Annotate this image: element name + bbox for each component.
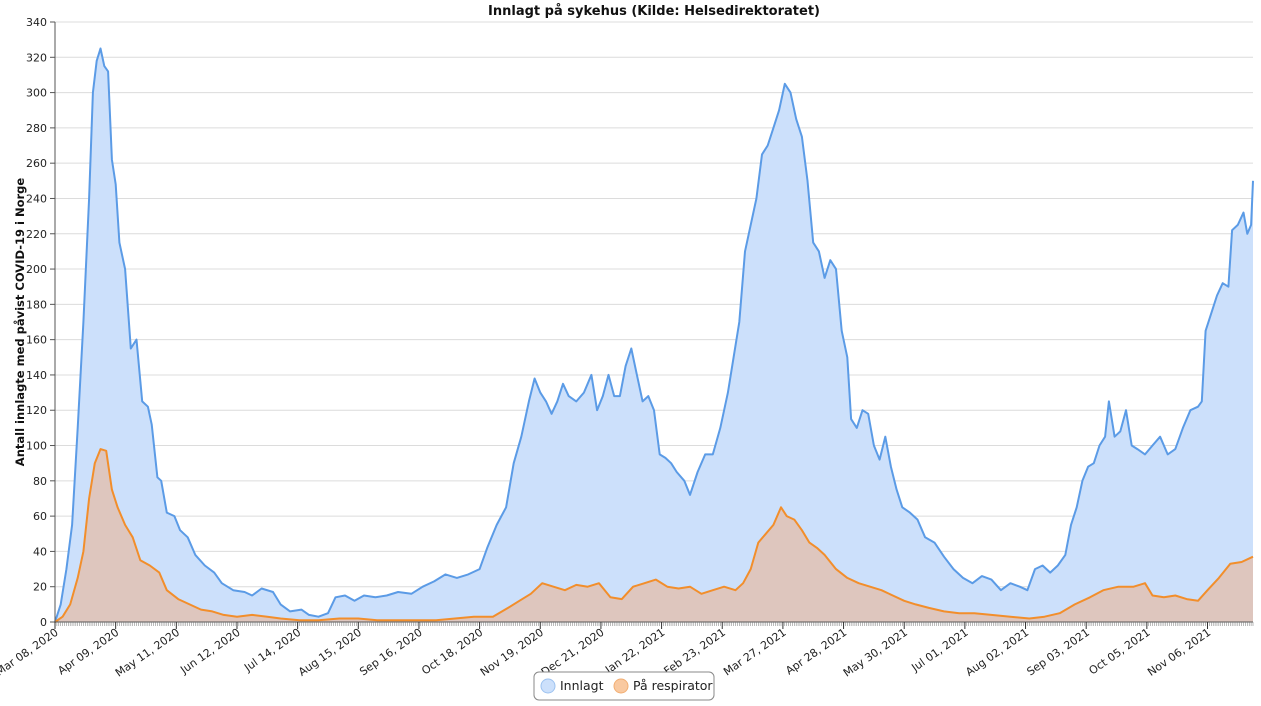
legend-label-innlagt: Innlagt (560, 678, 604, 693)
y-tick-label: 100 (26, 440, 47, 453)
y-tick-label: 300 (26, 87, 47, 100)
x-tick-label: Apr 09, 2020 (55, 626, 121, 678)
y-axis-label: Antall innlagte med påvist COVID-19 i No… (13, 178, 27, 467)
legend-swatch-innlagt (540, 678, 556, 694)
x-tick-label: May 30, 2021 (841, 626, 910, 680)
x-tick-label: Dec 21, 2020 (539, 626, 607, 679)
x-tick-label: Apr 28, 2021 (783, 626, 849, 678)
x-tick-label: Aug 15, 2020 (296, 626, 364, 679)
x-tick-label: Nov 06, 2021 (1145, 626, 1213, 679)
y-tick-label: 20 (33, 581, 47, 594)
y-tick-label: 200 (26, 263, 47, 276)
y-tick-label: 220 (26, 228, 47, 241)
legend-item-innlagt[interactable]: Innlagt (540, 678, 604, 694)
y-axis-ticks: 0 20 40 60 80 100 120 140 160 180 200 220 240 260 280 3… (26, 16, 55, 629)
legend-item-respirator[interactable]: På respirator (613, 678, 713, 694)
series-line-1 (54, 448, 1254, 623)
x-tick-label: May 11, 2020 (113, 626, 182, 680)
y-tick-label: 60 (33, 510, 47, 523)
y-tick-label: 240 (26, 192, 47, 205)
chart-title: Innlagt på sykehus (Kilde: Helsedirektor… (488, 4, 820, 19)
y-tick-label: 0 (40, 616, 47, 629)
y-tick-label: 320 (26, 51, 47, 64)
x-tick-label: Sep 03, 2021 (1024, 626, 1091, 679)
series-area-1 (55, 449, 1253, 622)
x-tick-label: Mar 08, 2020 (0, 626, 61, 679)
series-areas (55, 48, 1253, 622)
y-tick-label: 140 (26, 369, 47, 382)
legend-label-respirator: På respirator (633, 678, 713, 693)
y-tick-label: 160 (26, 334, 47, 347)
x-tick-label: Jan 22, 2021 (602, 626, 667, 677)
x-tick-label: Oct 18, 2020 (419, 626, 485, 678)
x-tick-label: Sep 16, 2020 (357, 626, 424, 679)
x-tick-label: Jun 12, 2020 (177, 626, 242, 677)
y-tick-label: 180 (26, 298, 47, 311)
y-tick-label: 80 (33, 475, 47, 488)
y-tick-label: 40 (33, 545, 47, 558)
x-tick-label: Mar 27, 2021 (721, 626, 788, 679)
y-tick-label: 260 (26, 157, 47, 170)
y-tick-label: 120 (26, 404, 47, 417)
legend-swatch-respirator (613, 678, 629, 694)
x-tick-label: Aug 02, 2021 (963, 626, 1031, 679)
series-lines (54, 47, 1254, 623)
x-tick-label: Nov 19, 2020 (478, 626, 546, 679)
series-area-0 (55, 48, 1253, 622)
x-tick-label: Oct 05, 2021 (1087, 626, 1153, 678)
x-tick-label: Jul 14, 2020 (241, 626, 303, 675)
x-tick-label: Feb 23, 2021 (662, 626, 728, 678)
legend: Innlagt På respirator (533, 671, 715, 701)
x-tick-label: Jul 01, 2021 (908, 626, 970, 675)
y-tick-label: 340 (26, 16, 47, 29)
series-line-0 (54, 47, 1254, 623)
y-tick-label: 280 (26, 122, 47, 135)
